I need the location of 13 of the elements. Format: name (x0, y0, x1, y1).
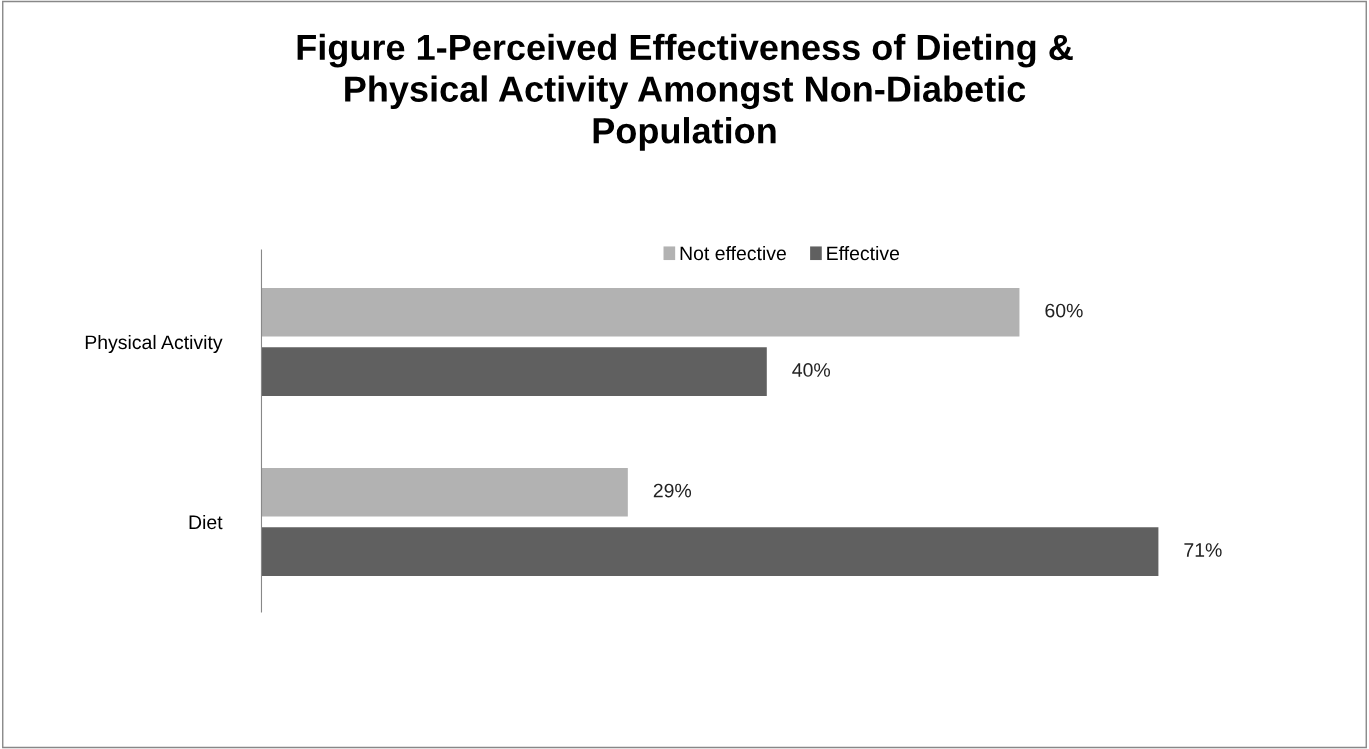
bar (261, 527, 1159, 576)
legend-label: Effective (827, 245, 900, 261)
bar (261, 347, 767, 396)
data-label: 71% (1184, 543, 1222, 557)
bar (261, 467, 628, 517)
data-label: 29% (653, 483, 692, 498)
data-label: 60% (1045, 303, 1083, 318)
data-label: 40% (792, 363, 831, 377)
legend-label: Not effective (680, 245, 786, 261)
y-tick-label: Physical Activity (85, 334, 223, 354)
chart-title: Figure 1-Perceived Effectiveness of Dieting & Physical Activity Amongst Non-Diabetic Population (297, 33, 1073, 151)
bar (261, 287, 1020, 337)
y-tick-label: Diet (189, 514, 223, 530)
